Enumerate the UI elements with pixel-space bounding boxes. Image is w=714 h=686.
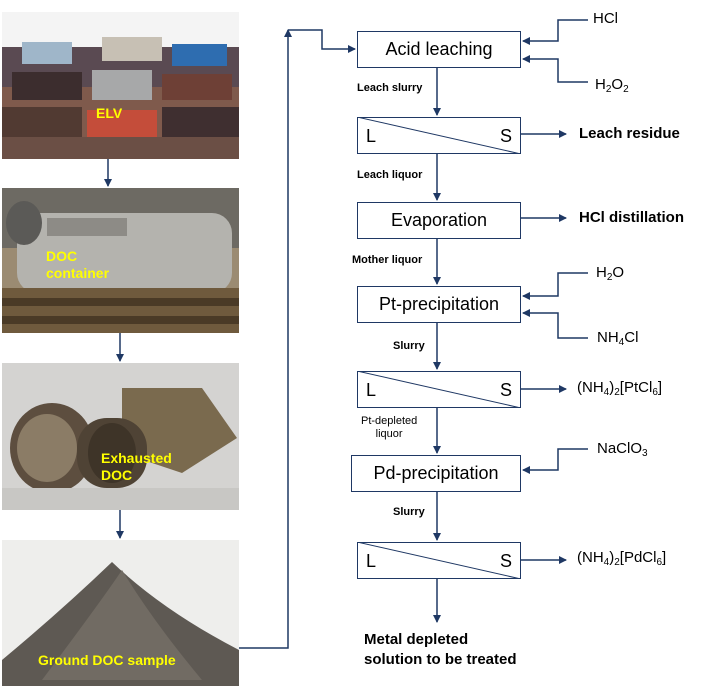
arrow-nh4cl <box>522 309 588 339</box>
output-final-solution: Metal depleted solution to be treated <box>364 631 517 668</box>
output-pt-salt: (NH4)2[PtCl6] <box>577 379 663 398</box>
output-hcl-distillation: HCl distillation <box>579 209 684 226</box>
pt-precipitation-label: Pt-precipitation <box>378 294 500 314</box>
arrow-ground-to-leaching <box>239 29 292 649</box>
input-hcl: HCl <box>593 10 618 27</box>
arrow-feed-to-leaching <box>288 29 356 53</box>
separator-2-solid: S <box>499 380 512 400</box>
doc-container-photo: DOC container <box>2 188 239 333</box>
arrow-h2o <box>522 272 588 300</box>
arrow-hcl <box>522 19 588 45</box>
arrow-naclo3 <box>522 448 588 474</box>
separator-3: L S <box>357 542 521 579</box>
flow-pt-depleted: Pt-depleted liquor <box>361 415 418 440</box>
separator-2-diagonal <box>357 371 521 408</box>
separator-1-solid: S <box>499 126 512 146</box>
flow-leach-liquor: Leach liquor <box>357 169 423 181</box>
pd-precipitation-label: Pd-precipitation <box>373 463 499 483</box>
input-naclo3: NaClO3 <box>597 440 648 459</box>
acid-leaching-box: Acid leaching <box>357 31 521 68</box>
pd-precipitation-box: Pd-precipitation <box>351 455 521 492</box>
separator-3-diagonal <box>357 542 521 579</box>
separator-2-liquid: L <box>366 380 377 400</box>
exhausted-doc-label: Exhausted DOC <box>101 450 172 483</box>
ground-doc-photo: Ground DOC sample <box>2 540 239 686</box>
separator-1-liquid: L <box>366 126 377 146</box>
separator-1: L S <box>357 117 521 154</box>
arrow-h2o2 <box>522 55 588 83</box>
pt-precipitation-box: Pt-precipitation <box>357 286 521 323</box>
flow-slurry-1: Slurry <box>393 340 425 352</box>
separator-2: L S <box>357 371 521 408</box>
separator-3-solid: S <box>499 551 512 571</box>
exhausted-doc-photo: Exhausted DOC <box>2 363 239 510</box>
separator-3-liquid: L <box>366 551 377 571</box>
evaporation-label: Evaporation <box>390 210 488 230</box>
input-nh4cl: NH4Cl <box>597 329 639 348</box>
flow-mother-liquor: Mother liquor <box>352 254 423 266</box>
ground-doc-label: Ground DOC sample <box>38 652 176 668</box>
elv-label: ELV <box>96 105 123 121</box>
acid-leaching-label: Acid leaching <box>385 39 493 59</box>
output-pd-salt: (NH4)2[PdCl6] <box>577 549 667 568</box>
input-h2o2: H2O2 <box>595 76 629 95</box>
separator-1-diagonal <box>357 117 521 154</box>
flow-leach-slurry: Leach slurry <box>357 82 423 94</box>
input-h2o: H2O <box>596 264 625 283</box>
evaporation-box: Evaporation <box>357 202 521 239</box>
doc-container-label: DOC container <box>46 248 110 281</box>
flow-slurry-2: Slurry <box>393 506 425 518</box>
output-leach-residue: Leach residue <box>579 125 680 142</box>
elv-photo: ELV <box>2 12 239 159</box>
